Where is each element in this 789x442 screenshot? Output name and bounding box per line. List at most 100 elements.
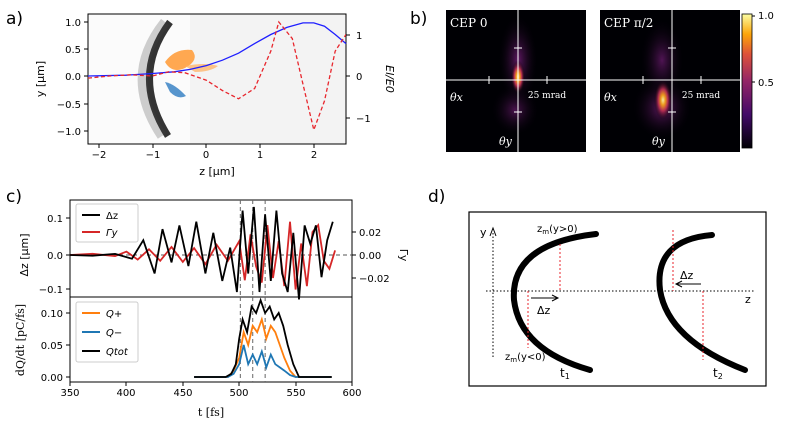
panel-a-xtick: 0 bbox=[203, 150, 209, 161]
heatmap-cep0-scale: 25 mrad bbox=[528, 91, 567, 101]
panel-a-field-curve bbox=[87, 20, 347, 133]
panel-c-bottom-ylabel: dQ/dt [pC/fs] bbox=[14, 304, 27, 376]
panel-c-top-ytick: 0.0 bbox=[47, 251, 63, 262]
diagram-y-arrow bbox=[489, 226, 497, 237]
legend-qminus: Q− bbox=[106, 328, 122, 339]
diagram-label-zm-neg: zm(y<0) bbox=[505, 352, 546, 364]
diagram-label-zm-neg-arg: (y<0) bbox=[517, 352, 546, 363]
panel-a-ytick: 1.0 bbox=[65, 18, 81, 29]
panel-c-top-legend: Δz Γy bbox=[75, 203, 139, 243]
panel-a-y2tick: 0 bbox=[356, 72, 362, 83]
panel-a-xtick: −2 bbox=[92, 150, 107, 161]
panel-d: y z zm(y>0) zm(y<0) Δz Δz t1 t2 bbox=[468, 211, 767, 387]
diagram-label-t2: t2 bbox=[713, 366, 723, 381]
panel-a-bunch-positive-tail bbox=[185, 64, 218, 72]
diagram-dz1-label: Δz bbox=[537, 304, 551, 317]
heatmap-cep0-xlabel: θx bbox=[450, 91, 464, 104]
panel-c-bottom-ytick: 0.00 bbox=[41, 373, 63, 384]
panel-b-label: b) bbox=[410, 9, 427, 29]
diagram-crescent-t1 bbox=[510, 231, 599, 373]
panel-a-xtick: −1 bbox=[146, 150, 161, 161]
panel-a-ytick: 0.0 bbox=[65, 72, 81, 83]
panel-c-top-y2tick: −0.02 bbox=[359, 274, 390, 285]
panel-c-top-ylabel: Δz [µm] bbox=[18, 233, 31, 276]
diagram-label-zm-pos: zm(y>0) bbox=[537, 224, 578, 236]
panel-c-top-ytick: −0.1 bbox=[39, 285, 63, 296]
panel-c-xtick: 600 bbox=[342, 388, 361, 399]
diagram-label-zm-neg-sub: m bbox=[510, 356, 517, 364]
panel-a-ytick: −0.5 bbox=[57, 100, 81, 111]
panel-c-top-y2tick: 0.00 bbox=[359, 251, 381, 262]
legend-dz: Δz bbox=[106, 211, 118, 222]
panel-a-bunch-positive bbox=[165, 49, 195, 70]
diagram-label-t1-t: t bbox=[560, 366, 565, 380]
panel-c-xlabel: t [fs] bbox=[198, 406, 224, 419]
panel-c-bottom-xticks: 350 400 450 500 550 600 bbox=[60, 382, 362, 399]
diagram-crescent-t2 bbox=[656, 232, 748, 373]
panel-a-crescent-halo bbox=[137, 18, 169, 139]
panel-c-bottom: Q+ Q− Qtot 0.00 0.05 0.10 350 400 450 50… bbox=[14, 296, 362, 419]
panel-c-label: c) bbox=[6, 187, 22, 207]
panel-c-qplus-curve bbox=[194, 316, 332, 378]
panel-c-dz-curve bbox=[69, 206, 334, 300]
heatmap-cep-pi2-ylabel: θy bbox=[652, 135, 666, 148]
panel-a-y2ticks: −1 0 1 bbox=[346, 31, 371, 125]
colorbar-tick: 0.5 bbox=[758, 78, 774, 89]
panel-a-ylabel: y [µm] bbox=[34, 61, 47, 97]
colorbar: 1.0 0.5 bbox=[741, 11, 774, 149]
panel-c-top-y2ticks: −0.02 0.00 0.02 bbox=[352, 228, 390, 285]
panel-c-top-ytick: 0.1 bbox=[47, 214, 63, 225]
panel-a-xticks: −2 −1 0 1 2 bbox=[92, 144, 317, 161]
panel-c-bottom-yticks: 0.00 0.05 0.10 bbox=[41, 309, 70, 384]
panel-c-xtick: 550 bbox=[286, 388, 305, 399]
diagram-label-zm-pos-sub: m bbox=[542, 228, 549, 236]
panel-c-xtick: 450 bbox=[173, 388, 192, 399]
diagram-y-label: y bbox=[480, 226, 487, 239]
panel-c-bottom-frame bbox=[69, 296, 353, 383]
panel-c-xtick: 400 bbox=[116, 388, 135, 399]
diagram-label-t2-t: t bbox=[713, 366, 718, 380]
panel-c-top-yticks: −0.1 0.0 0.1 bbox=[39, 214, 70, 296]
panel-c-top: Δz Γy −0.1 0.0 0.1 −0.02 0.00 0.02 Δz [µ… bbox=[18, 199, 410, 300]
panel-a-bunch-negative bbox=[165, 82, 186, 98]
panel-a-y2tick: −1 bbox=[356, 114, 371, 125]
colorbar-tick: 1.0 bbox=[758, 11, 774, 22]
diagram-label-t1: t1 bbox=[560, 366, 570, 381]
panel-a-yticks: −1.0 −0.5 0.0 0.5 1.0 bbox=[57, 18, 88, 138]
diagram-dz2-label: Δz bbox=[680, 269, 694, 282]
panel-a-xtick: 2 bbox=[311, 150, 317, 161]
diagram-label-zm-pos-arg: (y>0) bbox=[549, 224, 578, 235]
panel-a-field bbox=[190, 14, 346, 144]
diagram-label-t2-sub: 2 bbox=[718, 372, 723, 381]
panel-c-bottom-ytick: 0.05 bbox=[41, 341, 63, 352]
legend-gamma: Γy bbox=[106, 228, 119, 239]
heatmap-cep0: CEP 0 θx θy 25 mrad bbox=[446, 10, 586, 152]
diagram-label-zm-pos-z: z bbox=[537, 224, 542, 235]
panel-c-qminus-curve bbox=[194, 344, 332, 378]
legend-qplus: Q+ bbox=[106, 309, 122, 320]
diagram-label-zm-neg-z: z bbox=[505, 352, 510, 363]
panel-a-xlabel: z [µm] bbox=[199, 165, 235, 178]
panel-c-xtick: 350 bbox=[60, 388, 79, 399]
panel-a-ytick: −1.0 bbox=[57, 127, 81, 138]
panel-a-ytick: 0.5 bbox=[65, 45, 81, 56]
panel-a-y2tick: 1 bbox=[356, 31, 362, 42]
panel-c-bottom-legend: Q+ Q− Qtot bbox=[75, 301, 139, 363]
panel-a-crescent bbox=[146, 19, 173, 138]
heatmap-cep-pi2-xlabel: θx bbox=[604, 91, 618, 104]
panel-a-label: a) bbox=[6, 9, 23, 29]
panel-c-bottom-ytick: 0.10 bbox=[41, 309, 63, 320]
heatmap-cep-pi2-scale: 25 mrad bbox=[682, 91, 721, 101]
panel-c-xtick: 500 bbox=[229, 388, 248, 399]
panel-a-frame bbox=[87, 13, 347, 145]
heatmap-cep0-title: CEP 0 bbox=[450, 16, 487, 30]
diagram-dz1-head bbox=[551, 294, 560, 302]
heatmap-cep-pi2-title: CEP π/2 bbox=[604, 16, 653, 30]
heatmap-cep-pi2: CEP π/2 θx θy 25 mrad bbox=[600, 10, 740, 152]
diagram-z-label: z bbox=[745, 293, 751, 306]
panel-b: CEP 0 θx θy 25 mrad CEP π/2 θx θy 25 mra… bbox=[446, 10, 774, 152]
panel-d-label: d) bbox=[428, 187, 445, 207]
panel-c-top-y2tick: 0.02 bbox=[359, 228, 381, 239]
heatmap-cep0-ylabel: θy bbox=[499, 135, 513, 148]
